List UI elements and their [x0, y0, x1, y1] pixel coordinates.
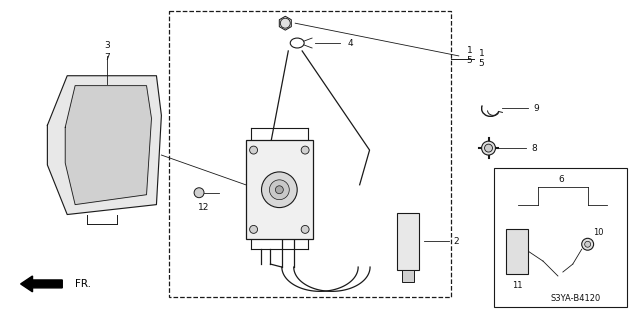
Bar — [170, 11, 451, 297]
Circle shape — [269, 180, 289, 200]
Text: 10: 10 — [593, 228, 603, 237]
Circle shape — [194, 188, 204, 198]
Circle shape — [250, 146, 257, 154]
Bar — [495, 168, 627, 307]
Circle shape — [582, 238, 594, 250]
Text: 1: 1 — [467, 46, 472, 55]
Circle shape — [262, 172, 297, 208]
Polygon shape — [47, 76, 161, 214]
Circle shape — [481, 141, 495, 155]
Circle shape — [275, 186, 284, 194]
Text: 7: 7 — [104, 53, 109, 62]
Text: S3YA-B4120: S3YA-B4120 — [550, 294, 601, 303]
Text: 2: 2 — [454, 237, 460, 246]
Text: 11: 11 — [512, 281, 522, 290]
Text: 5: 5 — [479, 59, 484, 68]
Circle shape — [301, 146, 309, 154]
Text: 6: 6 — [558, 175, 564, 184]
Text: 9: 9 — [533, 104, 539, 113]
Bar — [246, 140, 313, 239]
Circle shape — [250, 225, 257, 233]
Bar — [397, 212, 419, 270]
Ellipse shape — [291, 38, 304, 48]
Text: 8: 8 — [531, 144, 537, 153]
Text: 3: 3 — [104, 42, 109, 51]
Text: FR.: FR. — [75, 279, 91, 289]
Bar — [506, 229, 528, 274]
Text: 5: 5 — [467, 56, 472, 65]
Text: 4: 4 — [348, 38, 353, 48]
Text: 1: 1 — [479, 49, 484, 59]
Bar — [403, 270, 414, 282]
Circle shape — [301, 225, 309, 233]
FancyArrow shape — [20, 276, 62, 292]
Polygon shape — [65, 86, 152, 204]
Circle shape — [484, 144, 493, 152]
Text: 12: 12 — [198, 203, 210, 212]
Circle shape — [585, 241, 591, 247]
